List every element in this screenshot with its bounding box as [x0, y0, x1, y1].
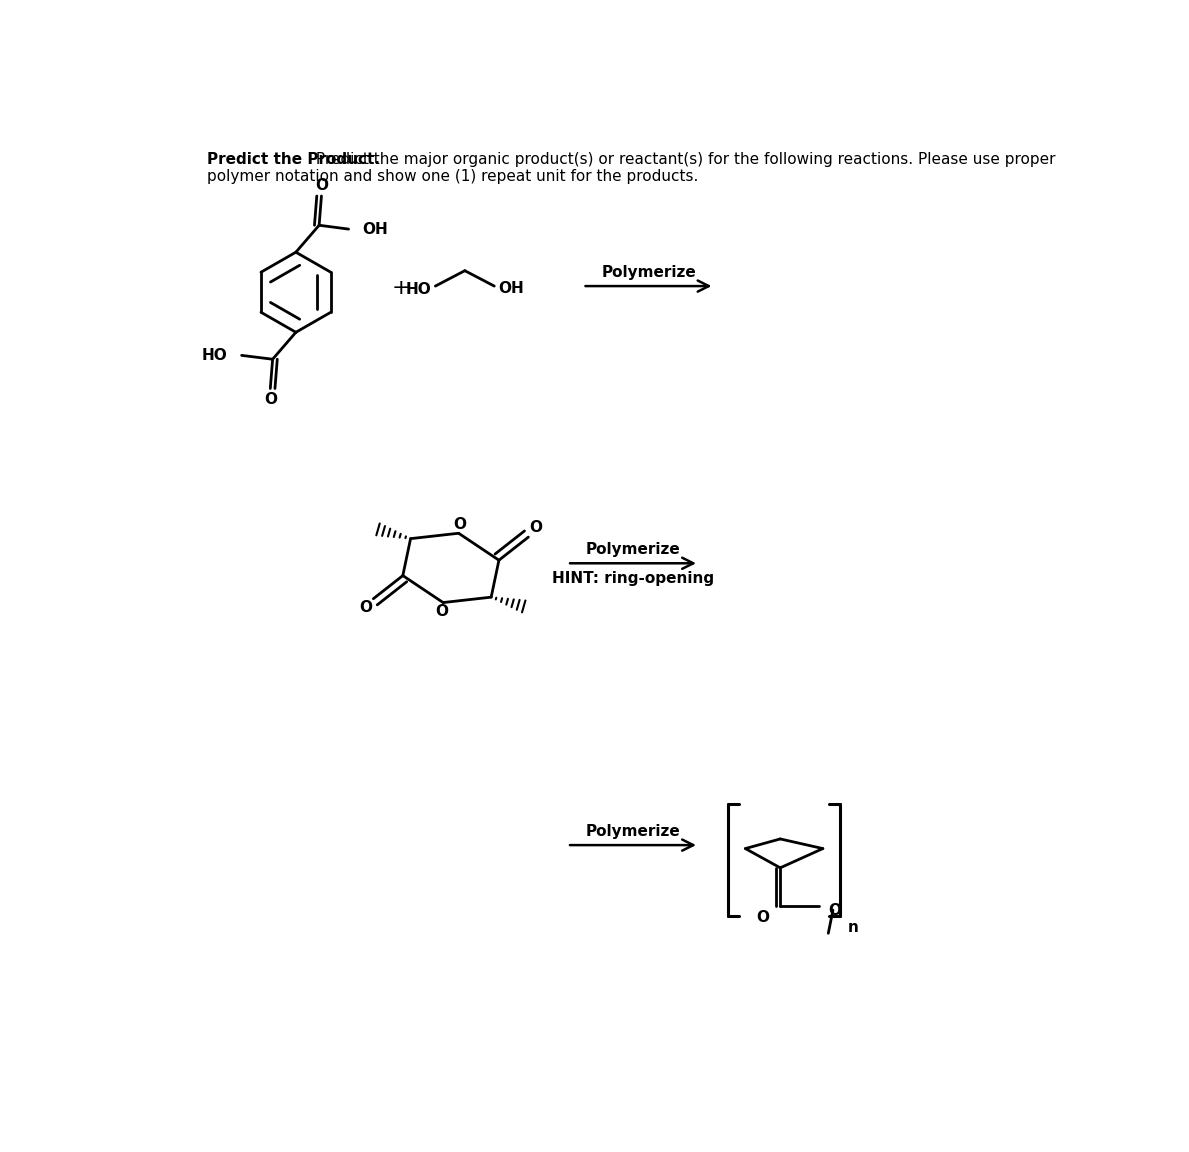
Text: n: n [848, 919, 858, 934]
Text: O: O [756, 910, 769, 925]
Text: Polymerize: Polymerize [586, 824, 680, 839]
Text: O: O [264, 392, 277, 407]
Text: +: + [391, 279, 410, 298]
Text: OH: OH [498, 281, 524, 296]
Text: Polymerize: Polymerize [586, 541, 680, 556]
Text: Polymerize: Polymerize [602, 265, 696, 280]
Text: HO: HO [405, 282, 432, 297]
Text: HINT: ring-opening: HINT: ring-opening [552, 571, 715, 586]
Text: polymer notation and show one (1) repeat unit for the products.: polymer notation and show one (1) repeat… [207, 169, 698, 184]
Text: O: O [529, 521, 542, 536]
Text: Predict the Product.: Predict the Product. [207, 152, 379, 167]
Text: HO: HO [202, 348, 227, 363]
Text: OH: OH [363, 221, 389, 236]
Text: O: O [829, 903, 842, 918]
Text: O: O [315, 177, 328, 192]
Text: O: O [435, 605, 448, 620]
Text: O: O [454, 516, 466, 531]
Text: O: O [359, 600, 372, 615]
Text: Predict the major organic product(s) or reactant(s) for the following reactions.: Predict the major organic product(s) or … [310, 152, 1055, 167]
